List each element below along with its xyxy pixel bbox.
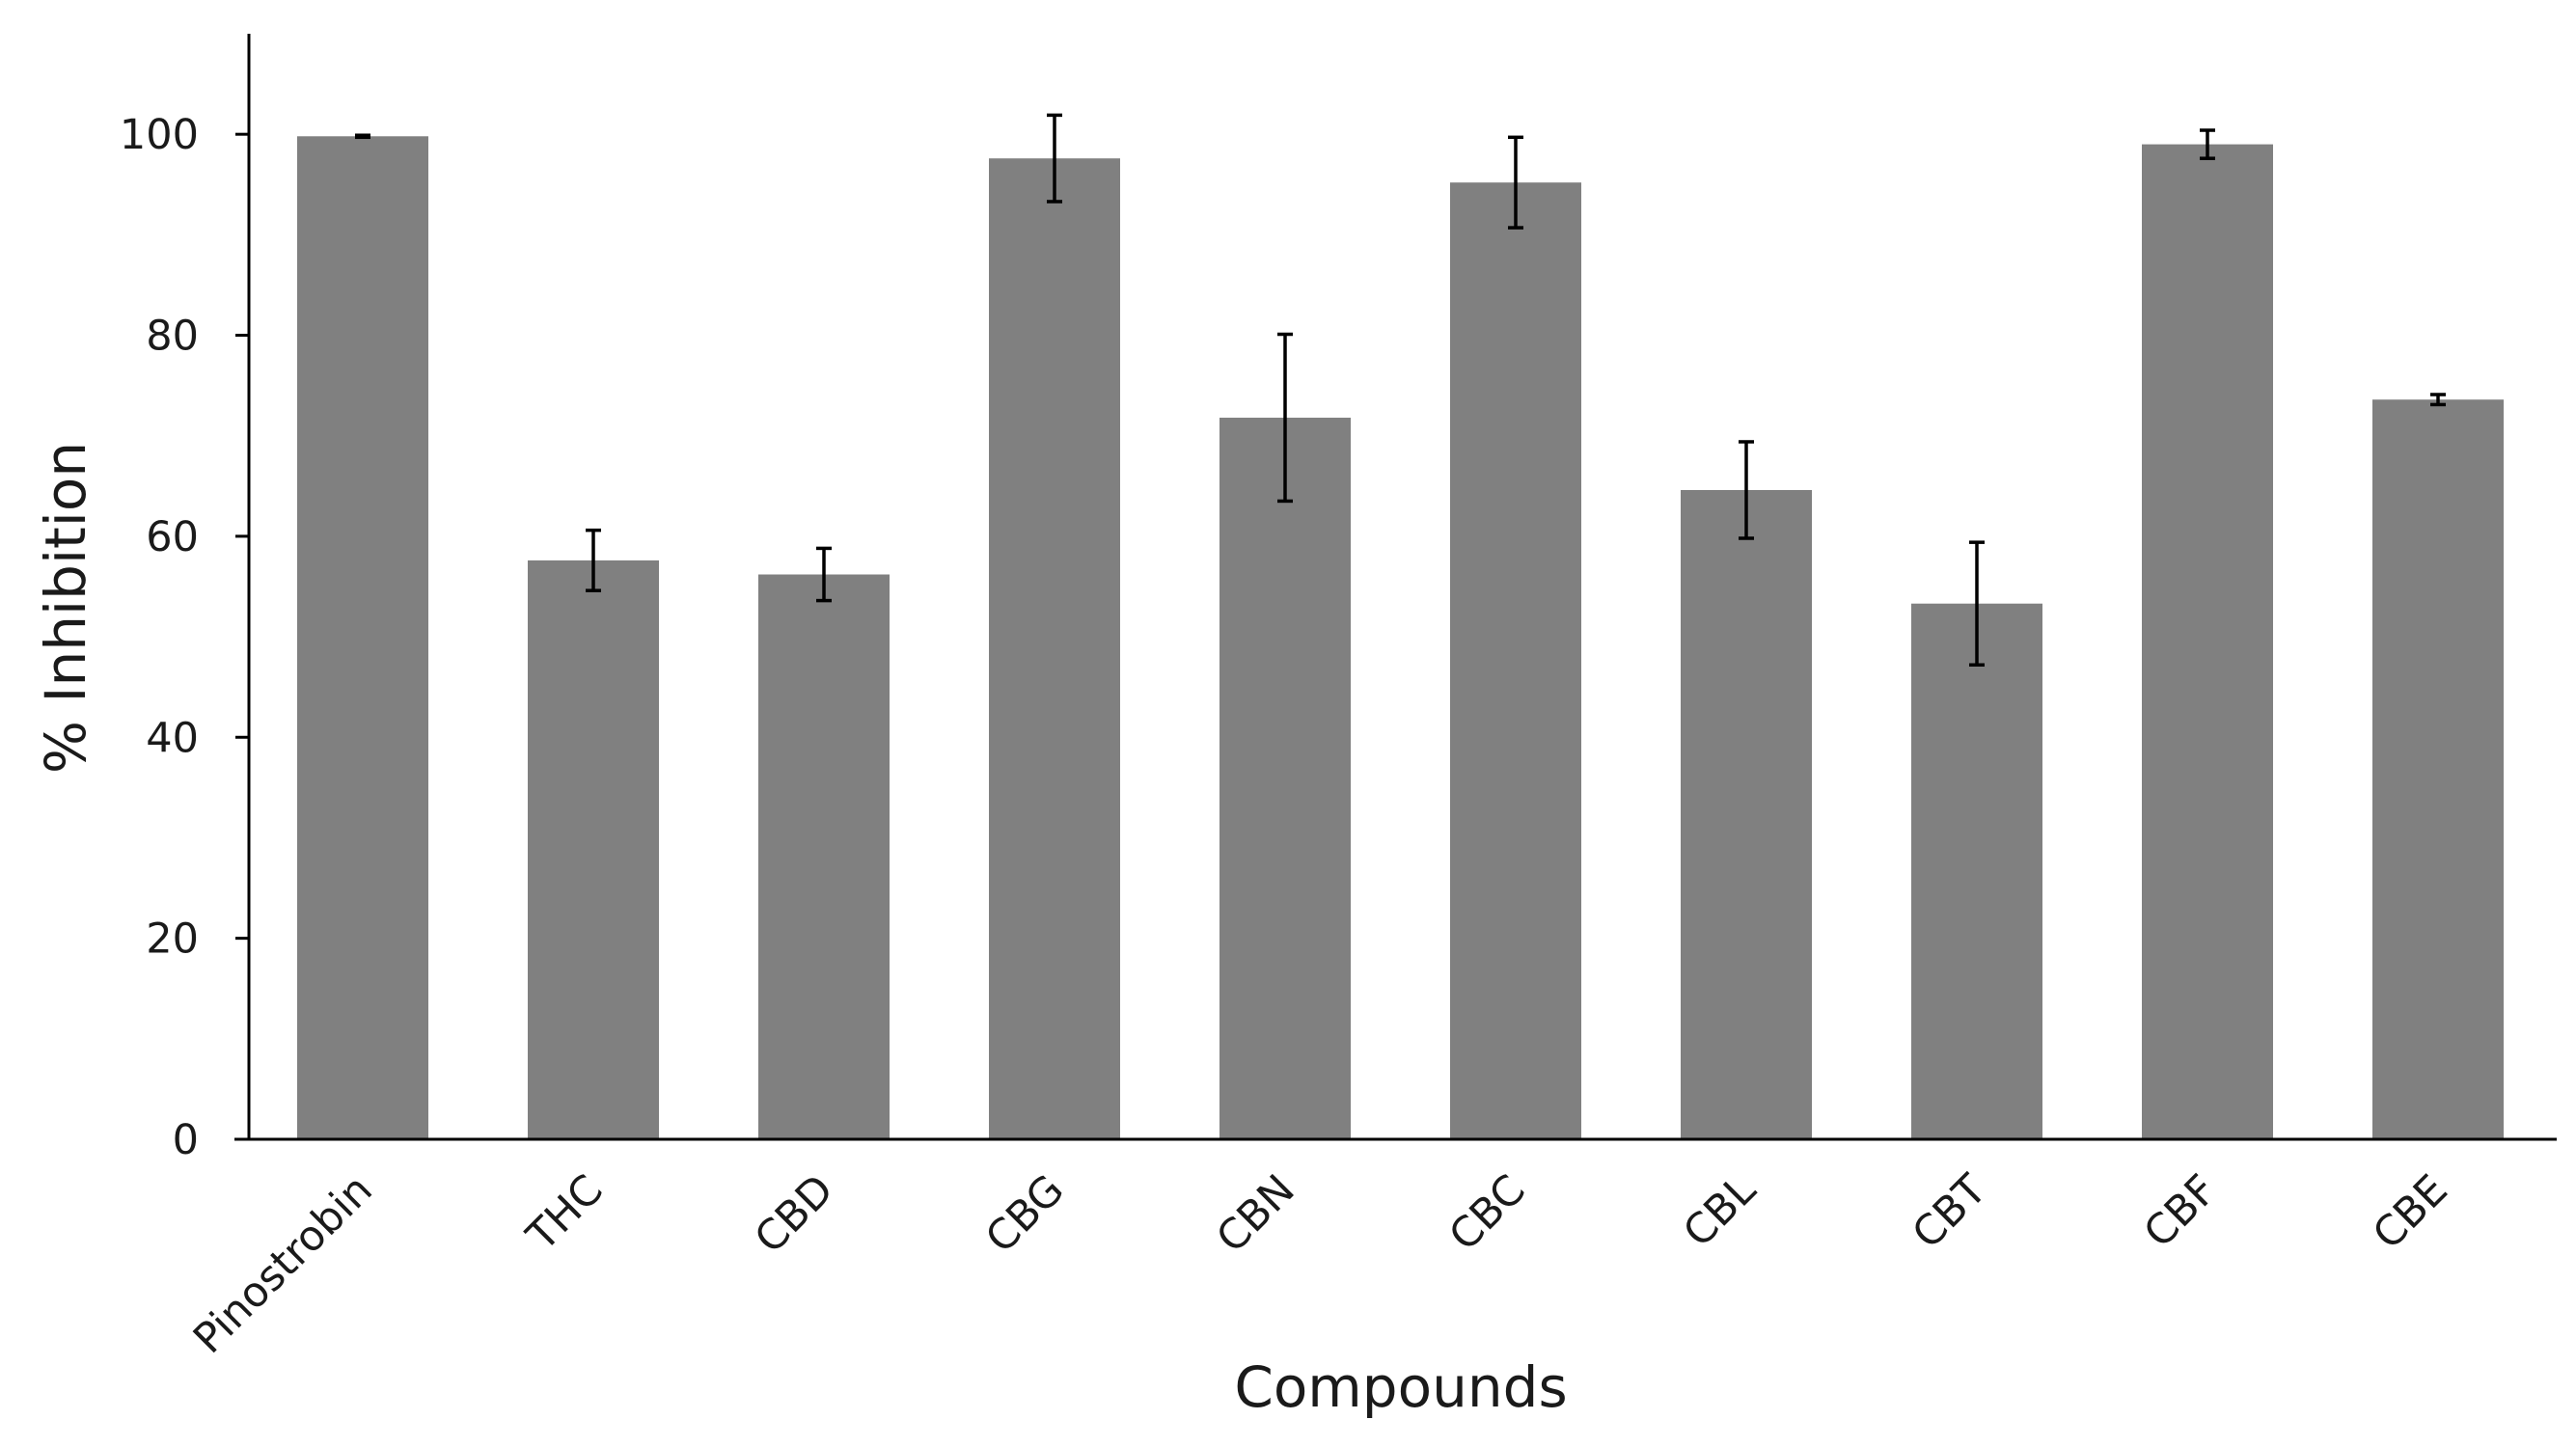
bar-cbl [1681, 489, 1812, 1139]
y-axis-title: % Inhibition [33, 442, 98, 774]
bar-cbn [1219, 417, 1351, 1139]
bar-cbc [1450, 182, 1581, 1139]
bar-pinostrobin [297, 136, 428, 1139]
y-tick-label: 0 [173, 1116, 199, 1164]
error-bars-group [355, 113, 2446, 668]
y-tick-label: 20 [146, 915, 199, 964]
error-bar-cbd [816, 546, 832, 603]
x-tick-label: THC [517, 1165, 613, 1261]
y-tick-label: 100 [120, 111, 199, 159]
x-tick-label: CBN [1208, 1165, 1304, 1262]
x-tick-label: Pinostrobin [184, 1165, 382, 1363]
x-tick-label: CBG [976, 1165, 1073, 1262]
error-bar-cbc [1508, 135, 1523, 230]
error-bar-pinostrobin [355, 133, 370, 140]
error-bar-cbt [1969, 540, 1985, 668]
x-tick-label: CBL [1674, 1165, 1765, 1256]
bar-cbd [758, 574, 890, 1139]
bars-group [297, 136, 2504, 1140]
error-bar-cbf [2200, 128, 2215, 160]
bar-cbe [2372, 399, 2504, 1140]
error-bar-cbn [1277, 332, 1293, 504]
x-tick-label: CBT [1904, 1165, 1997, 1259]
error-bar-cbg [1047, 113, 1062, 204]
x-axis-category-labels: Pinostrobin THC CBD CBG CBN CBC CBL CBT CBF CBE [184, 1165, 2457, 1363]
x-tick-label: CBF [2135, 1165, 2227, 1257]
bar-cbf [2142, 144, 2273, 1140]
x-tick-label: CBC [1440, 1165, 1535, 1260]
x-tick-label: CBE [2364, 1165, 2457, 1259]
bar-cbg [989, 158, 1120, 1140]
bar-thc [528, 560, 659, 1139]
x-axis-title: Compounds [1234, 1354, 1567, 1420]
error-bar-thc [586, 528, 601, 592]
error-bar-cbl [1739, 440, 1754, 540]
x-tick-label: CBD [746, 1165, 843, 1263]
y-tick-label: 40 [146, 714, 199, 762]
bar-cbt [1911, 603, 2042, 1139]
y-tick-label: 80 [146, 313, 199, 361]
error-bar-cbe [2430, 393, 2446, 407]
y-axis-ticks: 0 20 40 60 80 100 [120, 111, 249, 1164]
y-tick-label: 60 [146, 513, 199, 561]
